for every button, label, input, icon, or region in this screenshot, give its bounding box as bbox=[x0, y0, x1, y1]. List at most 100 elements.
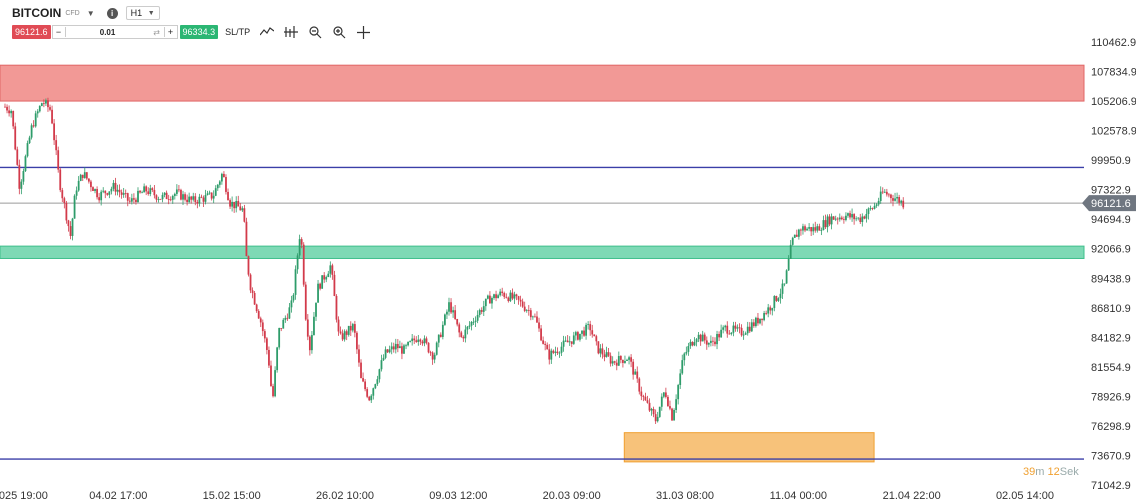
candle-body bbox=[718, 333, 720, 338]
candle-timer: 39m 12Sek bbox=[1023, 466, 1079, 478]
candle-body bbox=[243, 208, 246, 222]
candle-body bbox=[249, 274, 252, 291]
x-tick-label: 02.05 14:00 bbox=[996, 490, 1054, 502]
candle-body bbox=[599, 348, 602, 354]
indicators-icon[interactable] bbox=[284, 25, 299, 39]
candle-body bbox=[646, 400, 649, 403]
zoom-out-icon[interactable] bbox=[308, 25, 322, 39]
candle-body bbox=[638, 378, 641, 392]
candle-body bbox=[695, 339, 698, 343]
increase-button[interactable]: + bbox=[163, 27, 177, 37]
candle-body bbox=[452, 310, 454, 313]
candle-body bbox=[566, 340, 569, 343]
candle-body bbox=[701, 334, 704, 342]
current-price-label: 96121.6 bbox=[1091, 198, 1131, 210]
candle-body bbox=[890, 194, 892, 199]
candle-body bbox=[398, 346, 401, 349]
chevron-down-icon[interactable]: ▼ bbox=[86, 8, 95, 18]
candle-body bbox=[781, 283, 784, 294]
crosshair-icon[interactable] bbox=[356, 25, 370, 39]
quantity-stepper[interactable]: − 0.01 ⇄ + bbox=[51, 25, 178, 39]
candle-body bbox=[65, 202, 68, 221]
chart-toolbar: BITCOIN CFD ▼ i H1 ▼ 96121.6 − 0.01 ⇄ + … bbox=[0, 0, 1136, 44]
candle-body bbox=[716, 333, 718, 345]
candle-body bbox=[71, 218, 74, 236]
candle-body bbox=[292, 294, 295, 301]
swap-icon[interactable]: ⇄ bbox=[153, 27, 160, 37]
candle-body bbox=[300, 239, 303, 245]
candle-body bbox=[847, 213, 849, 216]
candle-body bbox=[759, 318, 761, 324]
candle-body bbox=[180, 189, 182, 200]
candle-body bbox=[894, 198, 896, 201]
candle-body bbox=[139, 190, 141, 193]
zoom-in-icon[interactable] bbox=[332, 25, 346, 39]
candle-body bbox=[24, 156, 27, 172]
candle-body bbox=[826, 216, 829, 228]
candle-body bbox=[820, 229, 823, 231]
candle-body bbox=[259, 318, 262, 323]
candle-body bbox=[615, 362, 618, 366]
candle-body bbox=[308, 336, 311, 351]
candle-body bbox=[351, 324, 354, 331]
candle-body bbox=[775, 296, 778, 301]
candle-body bbox=[417, 339, 420, 342]
candle-body bbox=[808, 227, 811, 229]
candle-body bbox=[861, 216, 864, 223]
candle-body bbox=[542, 340, 545, 344]
candle-body bbox=[247, 256, 250, 275]
candle-body bbox=[720, 329, 723, 338]
candle-body bbox=[73, 195, 76, 219]
candle-body bbox=[225, 177, 227, 192]
candle-body bbox=[441, 324, 444, 337]
sell-button[interactable]: 96121.6 bbox=[12, 25, 51, 39]
candle-body bbox=[587, 324, 590, 325]
candle-body bbox=[358, 349, 360, 363]
candle-body bbox=[863, 216, 866, 219]
timer-seconds-unit: Sek bbox=[1059, 466, 1079, 478]
candle-body bbox=[816, 226, 819, 231]
candle-body bbox=[55, 140, 58, 151]
decrease-button[interactable]: − bbox=[53, 27, 66, 37]
candle-body bbox=[818, 226, 821, 231]
candle-body bbox=[650, 408, 653, 411]
info-icon[interactable]: i bbox=[106, 7, 118, 19]
candle-body bbox=[437, 334, 440, 343]
candle-body bbox=[366, 389, 369, 397]
symbol-name[interactable]: BITCOIN bbox=[12, 6, 62, 20]
candle-body bbox=[691, 341, 694, 346]
candle-body bbox=[382, 357, 385, 361]
candle-body bbox=[885, 191, 888, 195]
candle-body bbox=[265, 338, 268, 350]
candle-body bbox=[390, 346, 393, 350]
candle-body bbox=[167, 199, 170, 200]
candle-body bbox=[282, 319, 285, 329]
candle-body bbox=[677, 385, 680, 400]
candle-body bbox=[171, 196, 174, 200]
candle-body bbox=[822, 220, 825, 230]
sltp-button[interactable]: SL/TP bbox=[225, 27, 251, 37]
candle-body bbox=[220, 173, 223, 182]
candle-body bbox=[429, 352, 432, 354]
buy-button[interactable]: 96334.3 bbox=[179, 25, 219, 39]
candle-body bbox=[898, 197, 901, 203]
candle-body bbox=[347, 325, 350, 335]
candle-body bbox=[454, 310, 457, 320]
timeframe-select[interactable]: H1 ▼ bbox=[125, 6, 160, 20]
candle-body bbox=[497, 295, 500, 299]
candle-body bbox=[527, 310, 530, 311]
candle-body bbox=[613, 361, 616, 363]
line-chart-icon[interactable] bbox=[260, 25, 275, 39]
candle-body bbox=[59, 169, 62, 191]
candle-body bbox=[726, 325, 729, 334]
candle-body bbox=[163, 192, 166, 195]
candle-body bbox=[867, 208, 870, 214]
quantity-value[interactable]: 0.01 bbox=[99, 27, 116, 37]
candle-body bbox=[859, 217, 862, 223]
candle-body bbox=[558, 352, 561, 354]
candle-body bbox=[791, 237, 794, 245]
candle-body bbox=[153, 190, 156, 196]
candle-body bbox=[523, 306, 526, 311]
candle-body bbox=[585, 324, 587, 336]
